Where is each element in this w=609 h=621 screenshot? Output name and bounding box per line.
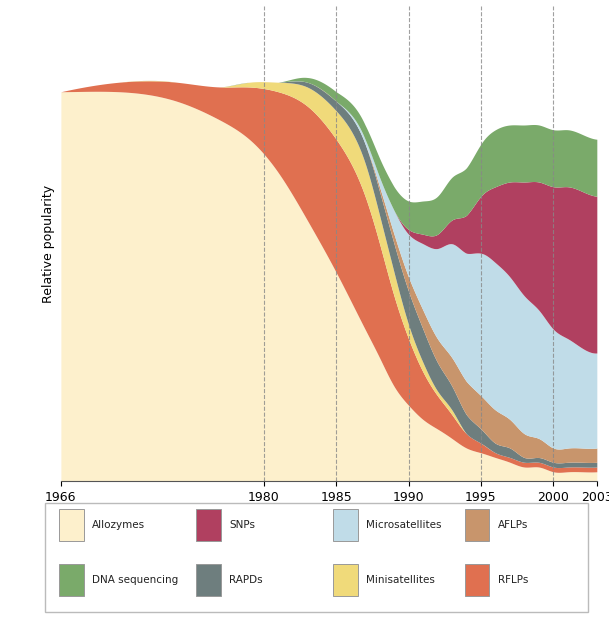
Y-axis label: Relative popularity: Relative popularity [43,184,55,303]
Bar [465,564,490,596]
FancyBboxPatch shape [45,503,588,612]
Text: Microsatellites: Microsatellites [366,520,442,530]
Text: RAPDs: RAPDs [229,575,262,586]
Bar [333,564,358,596]
Text: DNA sequencing: DNA sequencing [92,575,178,586]
Text: Allozymes: Allozymes [92,520,145,530]
Bar [465,509,490,542]
Text: //: // [89,515,96,525]
Text: AFLPs: AFLPs [498,520,528,530]
Bar [59,564,84,596]
Bar [196,509,220,542]
Text: Minisatellites: Minisatellites [366,575,435,586]
Text: RFLPs: RFLPs [498,575,528,586]
Text: SNPs: SNPs [229,520,255,530]
Bar [333,509,358,542]
Bar [59,509,84,542]
Bar [196,564,220,596]
